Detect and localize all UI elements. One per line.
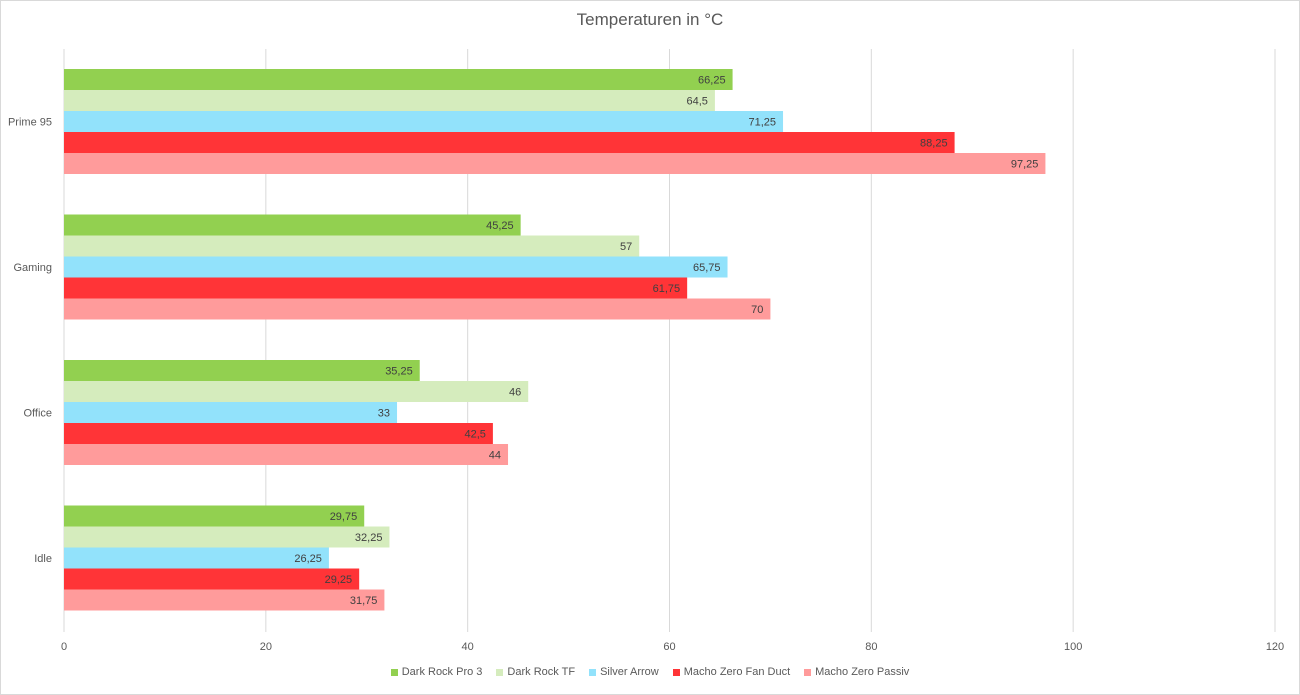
data-label: 70 bbox=[751, 304, 763, 316]
legend-swatch bbox=[804, 668, 812, 676]
legend-swatch bbox=[390, 668, 398, 676]
bar bbox=[64, 360, 420, 381]
legend-item: Macho Zero Fan Duct bbox=[672, 666, 791, 678]
bar bbox=[64, 589, 385, 611]
x-tick-label: 60 bbox=[663, 641, 675, 653]
bars bbox=[64, 69, 1046, 611]
legend-label: Dark Rock TF bbox=[507, 666, 576, 678]
legend-swatch bbox=[496, 668, 504, 676]
axis-labels: 0 20 40 60 80 100 120 Prime 95 Gaming Office Idle bbox=[8, 117, 1284, 654]
data-label: 44 bbox=[489, 450, 501, 462]
category-label: Prime 95 bbox=[8, 117, 52, 129]
data-label: 61,75 bbox=[653, 283, 681, 295]
legend-label: Macho Zero Passiv bbox=[815, 666, 910, 678]
data-label: 65,75 bbox=[693, 262, 721, 274]
bar bbox=[64, 90, 715, 111]
bar bbox=[64, 132, 955, 153]
legend-item: Dark Rock Pro 3 bbox=[390, 666, 483, 678]
data-label: 71,25 bbox=[749, 117, 777, 129]
bar bbox=[64, 505, 365, 527]
data-label: 32,25 bbox=[355, 532, 383, 544]
data-label: 88,25 bbox=[920, 138, 948, 150]
legend-swatch bbox=[589, 668, 597, 676]
bar bbox=[64, 69, 733, 90]
x-tick-label: 100 bbox=[1064, 641, 1082, 653]
data-label: 46 bbox=[509, 387, 521, 399]
data-label: 35,25 bbox=[385, 366, 413, 378]
bar bbox=[64, 235, 640, 257]
bar bbox=[64, 256, 728, 278]
legend: Dark Rock Pro 3 Dark Rock TF Silver Arrow M… bbox=[0, 666, 1300, 678]
legend-item: Silver Arrow bbox=[589, 666, 659, 678]
legend-item: Dark Rock TF bbox=[496, 666, 575, 678]
category-label: Gaming bbox=[13, 262, 52, 274]
bar bbox=[64, 111, 784, 132]
x-tick-label: 40 bbox=[462, 641, 474, 653]
bar bbox=[64, 547, 329, 569]
bar bbox=[64, 568, 360, 590]
bar bbox=[64, 444, 509, 465]
bar bbox=[64, 526, 390, 548]
data-labels: 66,25 64,5 71,25 88,25 97,25 45,25 57 65,75 61,7… bbox=[294, 75, 1038, 608]
data-label: 33 bbox=[378, 408, 390, 420]
x-tick-label: 20 bbox=[260, 641, 272, 653]
legend-label: Silver Arrow bbox=[600, 666, 659, 678]
bar bbox=[64, 298, 771, 320]
x-tick-label: 0 bbox=[61, 641, 67, 653]
legend-label: Dark Rock Pro 3 bbox=[401, 666, 483, 678]
bar bbox=[64, 277, 688, 299]
bar bbox=[64, 381, 529, 402]
data-label: 42,5 bbox=[464, 429, 485, 441]
legend-swatch bbox=[672, 668, 680, 676]
x-tick-label: 120 bbox=[1266, 641, 1284, 653]
chart-title: Temperaturen in °C bbox=[576, 10, 724, 29]
data-label: 64,5 bbox=[686, 96, 707, 108]
legend-item: Macho Zero Passiv bbox=[804, 666, 909, 678]
bar bbox=[64, 402, 398, 423]
bar bbox=[64, 423, 493, 444]
data-label: 26,25 bbox=[294, 553, 322, 565]
data-label: 57 bbox=[620, 241, 632, 253]
category-label: Office bbox=[23, 408, 52, 420]
data-label: 29,75 bbox=[330, 511, 358, 523]
bar bbox=[64, 153, 1046, 174]
legend-label: Macho Zero Fan Duct bbox=[683, 666, 791, 678]
data-label: 66,25 bbox=[698, 75, 726, 87]
data-label: 31,75 bbox=[350, 595, 378, 607]
bar bbox=[64, 214, 521, 236]
data-label: 97,25 bbox=[1011, 159, 1039, 171]
x-tick-label: 80 bbox=[865, 641, 877, 653]
data-label: 45,25 bbox=[486, 220, 514, 232]
category-label: Idle bbox=[34, 553, 52, 565]
data-label: 29,25 bbox=[325, 574, 353, 586]
